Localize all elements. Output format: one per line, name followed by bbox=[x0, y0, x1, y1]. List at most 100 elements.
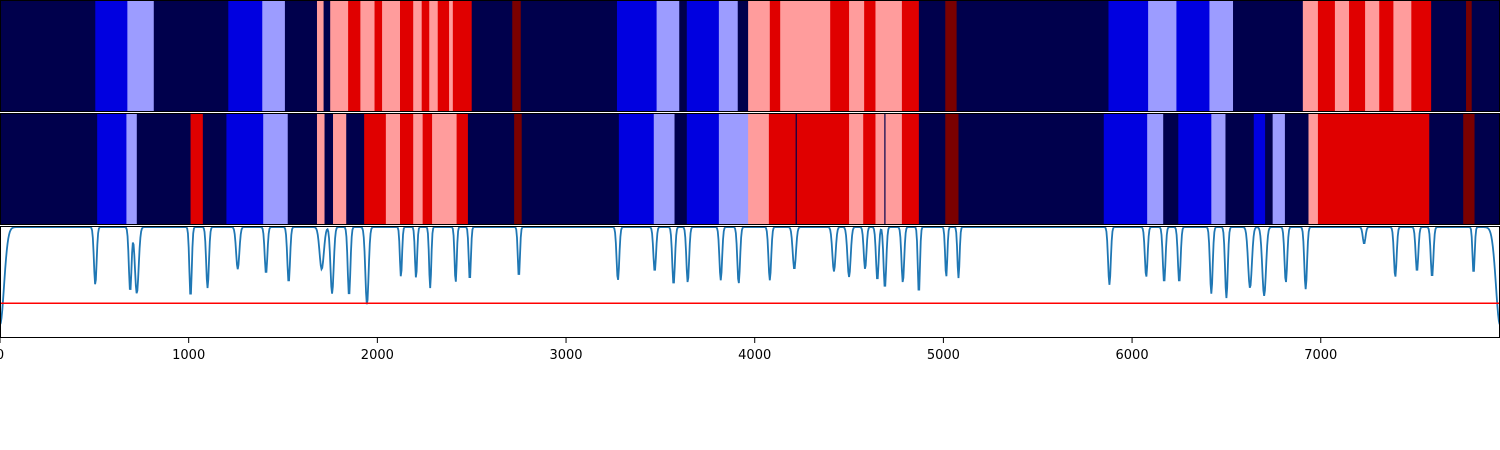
line-panel bbox=[0, 226, 1500, 326]
segment-top-49 bbox=[1349, 0, 1366, 112]
segment-top-51 bbox=[1379, 0, 1394, 112]
segment-top-25 bbox=[656, 0, 680, 112]
segment-bottom-43 bbox=[1225, 113, 1255, 225]
segment-bottom-23 bbox=[618, 113, 655, 225]
segment-top-46 bbox=[1302, 0, 1319, 112]
x-tick-label-5: 5000 bbox=[927, 348, 960, 363]
x-axis: 0 1000 2000 3000 4000 5000 6000 7000 bbox=[0, 338, 1337, 363]
segment-top-56 bbox=[1471, 0, 1500, 112]
segment-top-31 bbox=[769, 0, 781, 112]
segment-top-16 bbox=[421, 0, 430, 112]
segment-top-0 bbox=[0, 0, 96, 112]
x-tick-label-3: 3000 bbox=[549, 348, 582, 363]
segment-bottom-35 bbox=[918, 113, 946, 225]
segment-bottom-24 bbox=[653, 113, 676, 225]
segment-top-7 bbox=[316, 0, 325, 112]
segment-bottom-17 bbox=[422, 113, 433, 225]
segment-top-52 bbox=[1393, 0, 1412, 112]
segment-bottom-22 bbox=[521, 113, 620, 225]
segment-bottom-0 bbox=[0, 113, 98, 225]
segment-bottom-42 bbox=[1211, 113, 1226, 225]
segment-bottom-19 bbox=[456, 113, 469, 225]
segment-bottom-10 bbox=[324, 113, 334, 225]
segment-bottom-21 bbox=[514, 113, 523, 225]
segment-bottom-47 bbox=[1284, 113, 1309, 225]
segment-top-23 bbox=[520, 0, 618, 112]
segment-bottom-6 bbox=[226, 113, 264, 225]
segment-bottom-18 bbox=[432, 113, 458, 225]
segment-bottom-40 bbox=[1163, 113, 1179, 225]
strip-top bbox=[0, 0, 1500, 112]
segment-bottom-1 bbox=[97, 113, 127, 225]
segment-top-55 bbox=[1466, 0, 1473, 112]
segment-bottom-2 bbox=[126, 113, 138, 225]
segment-top-17 bbox=[429, 0, 439, 112]
segment-top-53 bbox=[1411, 0, 1432, 112]
segment-top-33 bbox=[830, 0, 850, 112]
segment-top-6 bbox=[284, 0, 318, 112]
x-tick-label-2: 2000 bbox=[361, 348, 394, 363]
segment-top-29 bbox=[737, 0, 749, 112]
segment-top-37 bbox=[901, 0, 920, 112]
segment-top-11 bbox=[360, 0, 376, 112]
segment-bottom-26 bbox=[686, 113, 720, 225]
segment-top-38 bbox=[918, 0, 946, 112]
segment-bottom-31 bbox=[863, 113, 876, 225]
segment-bottom-41 bbox=[1178, 113, 1212, 225]
segment-top-22 bbox=[512, 0, 522, 112]
segment-top-2 bbox=[127, 0, 155, 112]
segment-bottom-13 bbox=[364, 113, 387, 225]
segment-top-50 bbox=[1365, 0, 1380, 112]
segment-bottom-28 bbox=[748, 113, 770, 225]
segment-top-30 bbox=[748, 0, 771, 112]
segment-bottom-15 bbox=[400, 113, 414, 225]
segment-bottom-25 bbox=[674, 113, 688, 225]
segment-bottom-34 bbox=[901, 113, 920, 225]
segment-top-8 bbox=[323, 0, 331, 112]
segment-bottom-4 bbox=[190, 113, 204, 225]
x-tick-label-6: 6000 bbox=[1116, 348, 1149, 363]
segment-bottom-32 bbox=[875, 113, 888, 225]
x-tick-label-7: 7000 bbox=[1304, 348, 1337, 363]
segment-top-14 bbox=[400, 0, 414, 112]
segment-bottom-3 bbox=[136, 113, 192, 225]
segment-top-45 bbox=[1233, 0, 1304, 112]
segment-bottom-52 bbox=[1474, 113, 1500, 225]
segment-bottom-36 bbox=[945, 113, 959, 225]
segment-bottom-16 bbox=[413, 113, 424, 225]
segment-top-54 bbox=[1431, 0, 1467, 112]
segment-top-18 bbox=[437, 0, 450, 112]
segment-bottom-12 bbox=[346, 113, 365, 225]
segment-bottom-38 bbox=[1103, 113, 1148, 225]
segment-bottom-37 bbox=[958, 113, 1105, 225]
segment-bottom-8 bbox=[287, 113, 318, 225]
segment-top-15 bbox=[413, 0, 423, 112]
segment-top-19 bbox=[449, 0, 454, 112]
segment-top-47 bbox=[1317, 0, 1336, 112]
segment-bottom-30 bbox=[849, 113, 864, 225]
segment-top-5 bbox=[262, 0, 286, 112]
panel-frame-2 bbox=[0, 226, 1500, 338]
segment-bottom-14 bbox=[385, 113, 401, 225]
segment-top-1 bbox=[95, 0, 128, 112]
segment-top-40 bbox=[956, 0, 1109, 112]
segment-top-4 bbox=[228, 0, 263, 112]
segment-top-44 bbox=[1209, 0, 1234, 112]
segment-bottom-39 bbox=[1147, 113, 1164, 225]
segment-bottom-51 bbox=[1463, 113, 1476, 225]
segment-top-48 bbox=[1334, 0, 1350, 112]
segment-top-13 bbox=[382, 0, 401, 112]
segment-bottom-11 bbox=[333, 113, 347, 225]
segment-bottom-29 bbox=[768, 113, 850, 225]
score-line bbox=[0, 226, 1500, 326]
segment-top-43 bbox=[1176, 0, 1210, 112]
segment-bottom-33 bbox=[886, 113, 903, 225]
segment-top-24 bbox=[616, 0, 658, 112]
segment-top-12 bbox=[374, 0, 383, 112]
segment-top-9 bbox=[330, 0, 349, 112]
segment-top-32 bbox=[780, 0, 831, 112]
segment-bottom-46 bbox=[1272, 113, 1286, 225]
segment-top-21 bbox=[471, 0, 513, 112]
segment-top-28 bbox=[718, 0, 739, 112]
segment-top-41 bbox=[1108, 0, 1149, 112]
